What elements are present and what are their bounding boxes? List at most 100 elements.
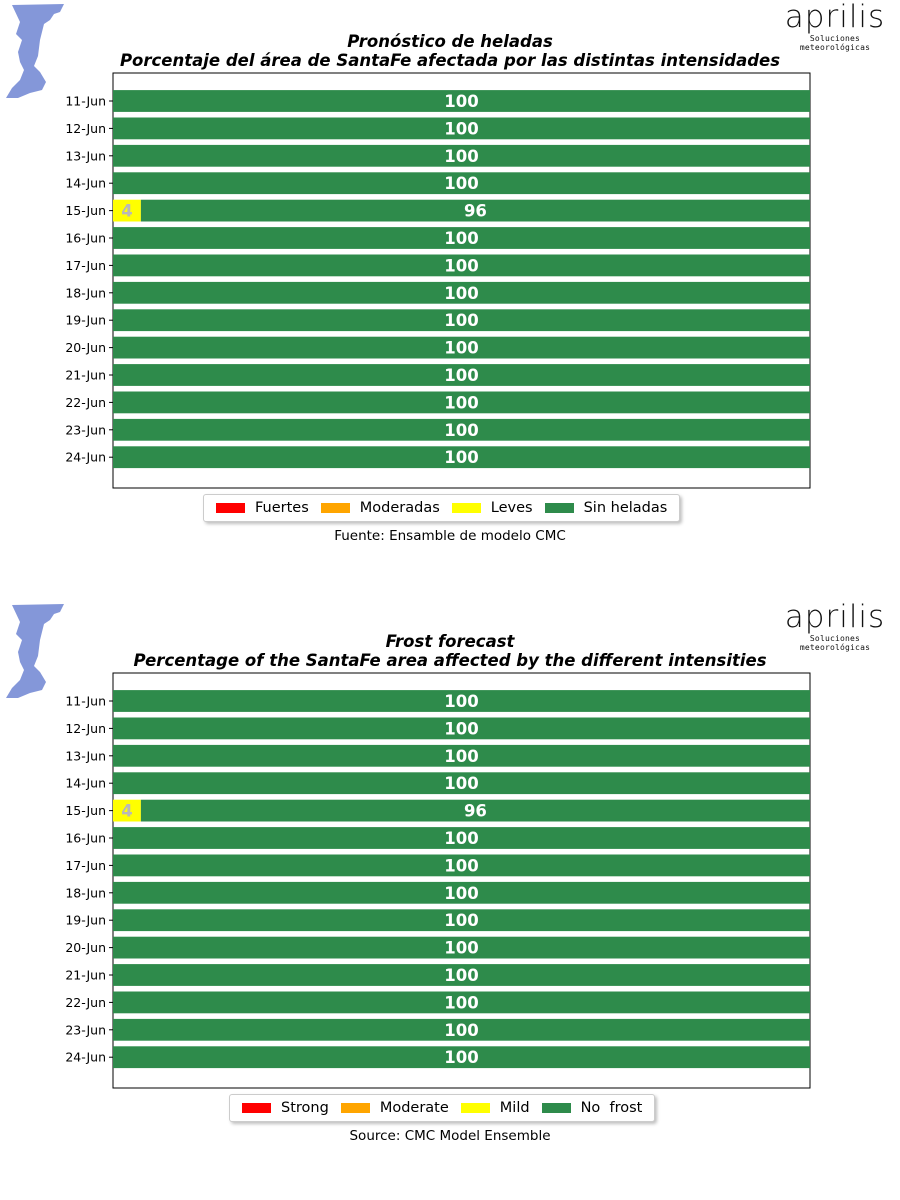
legend-swatch-none [541,1103,571,1113]
legend-label-strong: Fuertes [255,500,309,516]
bar-value-label: 100 [444,256,478,275]
bar-segment-none [113,991,810,1014]
y-tick-label: 13-Jun [65,148,106,163]
bar-segment-none [113,827,810,849]
logo-wordmark: aprilis [784,0,886,35]
bar-segment-none [113,391,810,414]
y-tick-label: 19-Jun [65,913,106,928]
chart-svg-es: 11-Jun 100 12-Jun 100 13-Jun 100 14-Jun 100 15-J… [6,4,811,489]
y-tick-label: 19-Jun [65,313,106,328]
bar-value-label: 100 [444,692,478,711]
bar-segment-none [113,772,810,795]
y-tick-label: 24-Jun [65,1050,106,1065]
y-tick-label: 12-Jun [65,721,106,736]
bar-segment-none [140,199,810,222]
chart-title: Pronóstico de heladas [347,32,553,51]
legend-item-strong: Fuertes [216,500,309,516]
bar-segment-none [113,336,810,359]
bar-segment-none [113,717,810,740]
bar-segment-none [113,690,810,712]
chart-title: Frost forecast [385,632,515,651]
y-tick-label: 13-Jun [65,748,106,763]
chart-subtitle: Percentage of the SantaFe area affected … [133,651,767,670]
bar-value-label: 100 [444,92,478,111]
legend-item-mild: Leves [451,500,533,516]
bar-segment-none [113,964,810,986]
legend-label-mild: Leves [490,500,533,516]
y-tick-label: 11-Jun [65,94,106,109]
y-tick-label: 23-Jun [65,422,106,437]
y-tick-label: 21-Jun [65,968,106,983]
bar-value-label: 100 [444,119,478,138]
bar-segment-none [113,364,810,386]
plot-area-frame [112,672,811,1089]
y-tick-label: 16-Jun [65,831,106,846]
bar-value-label: 100 [444,939,478,958]
bar-segment-none [113,854,810,877]
legend-item-strong: Strong [242,1100,329,1116]
legend-swatch-mild [460,1103,490,1113]
bar-segment-none [113,418,810,441]
bar-value-label: 100 [444,147,478,166]
bar-value-label: 100 [444,366,478,385]
bar-value-label: 100 [444,774,478,793]
province-map-icon [6,4,64,98]
y-tick-label: 18-Jun [65,285,106,300]
y-tick-label: 20-Jun [65,940,106,955]
bar-segment-none [113,172,810,195]
bar-value-label: 100 [444,1048,478,1067]
y-tick-label: 15-Jun [65,803,106,818]
y-tick-label: 14-Jun [65,176,106,191]
bar-segment-none [113,90,810,112]
bar-value-label: 100 [444,993,478,1012]
legend-swatch-moderate [320,503,350,513]
legend-swatch-none [544,503,574,513]
bar-value-label: 96 [464,202,487,221]
plot-area-frame [112,72,811,489]
logo-tagline: Soluciones meteorológicas [799,34,871,52]
y-tick-label: 22-Jun [65,995,106,1010]
bar-segment-none [140,799,810,822]
bar-value-label: 100 [444,719,478,738]
bar-segment-none [113,227,810,249]
bar-value-label: 100 [444,229,478,248]
chart-title-block: Pronóstico de heladas Porcentaje del áre… [0,32,900,70]
bar-value-label: 96 [464,802,487,821]
legend-label-none: Sin heladas [583,500,668,516]
y-tick-label: 15-Jun [65,203,106,218]
y-tick-label: 21-Jun [65,368,106,383]
bar-value-label: 100 [444,174,478,193]
bar-segment-none [113,1018,810,1041]
bar-value-label: 100 [444,421,478,440]
bar-segment-none [113,909,810,932]
y-tick-label: 22-Jun [65,395,106,410]
chart-title-block: Frost forecast Percentage of the SantaFe… [0,632,900,670]
bar-value-label: 100 [444,911,478,930]
bar-value-label: 100 [444,284,478,303]
y-tick-label: 18-Jun [65,885,106,900]
y-tick-label: 24-Jun [65,450,106,465]
legend-swatch-strong [216,503,245,513]
brand-logo: aprilis Soluciones meteorológicas [775,0,895,52]
legend-label-moderate: Moderate [379,1100,449,1116]
chart-panel-en: 11-Jun 100 12-Jun 100 13-Jun 100 14-Jun 100 15-J… [0,600,900,1200]
chart-svg-en: 11-Jun 100 12-Jun 100 13-Jun 100 14-Jun 100 15-J… [6,604,811,1089]
bar-segment-none [113,144,810,167]
bar-segment-none [113,281,810,304]
legend-swatch-moderate [340,1103,370,1113]
bar-value-label: 4 [121,202,132,221]
bar-value-label: 100 [444,829,478,848]
y-tick-label: 12-Jun [65,121,106,136]
bar-value-label: 100 [444,339,478,358]
y-tick-label: 14-Jun [65,776,106,791]
bar-segment-none [113,744,810,767]
chart-source: Source: CMC Model Ensemble [349,1128,551,1144]
bar-segment-none [113,881,810,904]
y-tick-label: 17-Jun [65,258,106,273]
legend-swatch-strong [242,1103,271,1113]
legend-label-strong: Strong [281,1100,329,1116]
legend-item-none: Sin heladas [544,500,668,516]
legend-label-moderate: Moderadas [359,500,440,516]
brand-logo: aprilis Soluciones meteorológicas [775,600,895,652]
legend-label-mild: Mild [499,1100,530,1116]
